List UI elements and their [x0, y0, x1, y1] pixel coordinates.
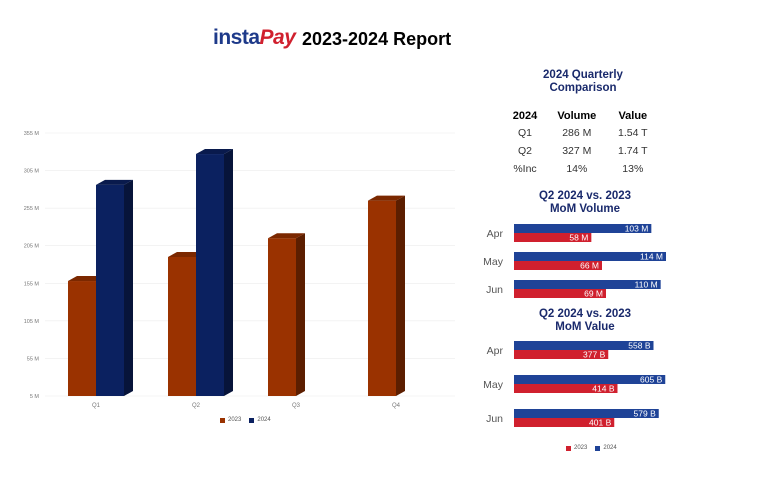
data-label-2023: 66 M: [580, 261, 599, 271]
quarterly-volume-chart: 5 M 55 M 105 M 155 M 205 M 255 M 305 M 355 M Q1 Q…: [24, 131, 455, 409]
legend-item-2023: 2023: [220, 417, 241, 423]
legend-swatch-2023: [566, 445, 571, 451]
bar-2024-apr: [514, 341, 654, 350]
bar-2024-Q1: [96, 184, 124, 396]
mom-legend: 2023 2024: [566, 445, 617, 451]
data-label-2024: 558 B: [628, 341, 651, 351]
category-label-apr: Apr: [487, 345, 504, 357]
y-tick-label: 305 M: [24, 169, 40, 175]
y-tick-label: 255 M: [24, 206, 40, 212]
bar-side-2024-Q1: [124, 179, 133, 396]
table-row: Q2 327 M 1.74 T: [518, 145, 648, 157]
legend-swatch-2024: [595, 445, 601, 451]
legend-item-2024: 2024: [595, 445, 617, 451]
data-label-2024: 110 M: [635, 280, 658, 290]
bar-2023-apr: [514, 350, 609, 359]
bar-top-2023-Q3: [268, 233, 305, 239]
x-tick-label: Q2: [192, 403, 201, 409]
category-label-jun: Jun: [486, 284, 503, 296]
bar-side-2023-Q4: [396, 195, 405, 396]
bar-2023-Q4: [368, 200, 396, 396]
bar-2023-jun: [514, 418, 615, 427]
instapay-logo: instaPay: [213, 26, 296, 49]
bar-2023-apr: [514, 233, 592, 242]
y-tick-label: 205 M: [24, 244, 40, 250]
bar-2023-jun: [514, 289, 606, 298]
x-tick-label: Q1: [92, 403, 101, 409]
bar-2024-may: [514, 252, 666, 261]
legend-item-2024: 2024: [249, 417, 271, 423]
mom-volume-title: Q2 2024 vs. 2023 MoM Volume: [538, 190, 632, 215]
report-header: instaPay 2023-2024 Report: [0, 24, 768, 58]
bar-2023-Q3: [268, 238, 296, 396]
bar-side-2023-Q3: [296, 233, 305, 396]
bar-top-2024-Q1: [96, 179, 133, 185]
bar-top-2023-Q2: [168, 251, 205, 257]
mom-value-chart: Apr 558 B 377 B May 605 B 414 B Jun 579 B 401 B: [483, 341, 666, 428]
bar-top-2023-Q4: [368, 195, 405, 201]
bar-2023-may: [514, 261, 602, 270]
table-header-year: 2024: [512, 110, 538, 122]
bar-top-2024-Q2: [196, 149, 233, 155]
bar-2023-Q2: [168, 256, 196, 396]
x-tick-label: Q3: [292, 403, 301, 409]
bar-2024-jun: [514, 409, 659, 418]
data-label-2024: 103 M: [625, 224, 649, 234]
mom-volume-chart: Apr 103 M 58 M May 114 M 66 M Jun 110 M 69 M: [483, 224, 666, 299]
table-header-volume: Volume: [557, 110, 597, 122]
data-label-2023: 69 M: [584, 289, 603, 299]
category-label-may: May: [483, 256, 504, 268]
mom-value-title: Q2 2024 vs. 2023 MoM Value: [538, 308, 632, 333]
quarterly-comparison-table: 2024 Volume Value Q1 286 M 1.54 T Q2 327…: [505, 108, 657, 178]
report-title: 2023-2024 Report: [302, 29, 452, 49]
data-label-2023: 414 B: [592, 384, 615, 394]
y-tick-label: 55 M: [27, 356, 40, 362]
y-tick-label: 105 M: [24, 319, 40, 325]
bar-2024-Q2: [196, 154, 224, 396]
legend-swatch-2024: [249, 417, 255, 423]
data-label-2023: 401 B: [589, 418, 612, 428]
data-label-2024: 579 B: [634, 409, 657, 419]
x-tick-label: Q4: [392, 403, 401, 409]
bar-2024-apr: [514, 224, 652, 233]
bar-2024-jun: [514, 280, 661, 289]
table-header-value: Value: [618, 110, 648, 122]
table-row: Q1 286 M 1.54 T: [518, 127, 648, 139]
y-tick-label: 5 M: [30, 394, 40, 400]
quarterly-comparison-title: 2024 Quarterly Comparison: [543, 69, 623, 94]
bar-2023-may: [514, 384, 618, 393]
category-label-jun: Jun: [486, 413, 503, 425]
bar-side-2024-Q2: [224, 149, 233, 396]
bar-2024-may: [514, 375, 666, 384]
y-tick-label: 155 M: [24, 281, 40, 287]
data-label-2024: 605 B: [640, 375, 663, 385]
category-label-apr: Apr: [487, 228, 504, 240]
table-row: %Inc 14% 13%: [513, 163, 644, 175]
y-tick-label: 355 M: [24, 131, 40, 137]
legend-swatch-2023: [220, 417, 225, 423]
bar-top-2023-Q1: [68, 276, 105, 282]
table-header-row: 2024 Volume Value: [505, 108, 657, 124]
data-label-2023: 377 B: [583, 350, 606, 360]
data-label-2024: 114 M: [640, 252, 663, 262]
main-chart-legend: 2023 2024: [220, 417, 271, 423]
data-label-2023: 58 M: [569, 233, 588, 243]
legend-item-2023: 2023: [566, 445, 587, 451]
bar-2023-Q1: [68, 281, 96, 396]
category-label-may: May: [483, 379, 504, 391]
